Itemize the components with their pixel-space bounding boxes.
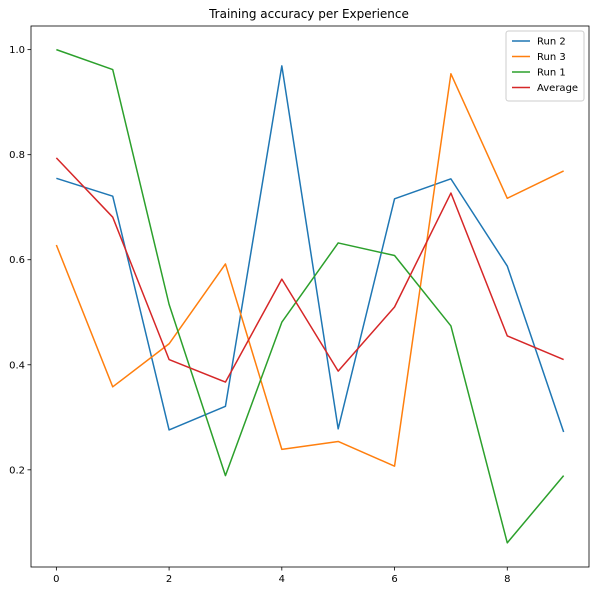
legend-label: Average <box>537 83 578 94</box>
series-line-run-1 <box>56 48 565 544</box>
series-line-average <box>55 157 564 383</box>
x-tick-label: 2 <box>166 574 172 585</box>
y-tick-label: 1.0 <box>9 45 25 56</box>
legend-label: Run 2 <box>537 37 566 48</box>
legend: Run 2 Run 3 Run 1 Average <box>505 30 585 102</box>
x-tick-label: 4 <box>279 574 285 585</box>
y-axis-ticks: 0.2 0.4 0.6 0.8 1.0 <box>9 45 31 476</box>
series-line-run-3 <box>55 73 564 467</box>
x-tick-label: 8 <box>504 574 510 585</box>
y-tick-label: 0.6 <box>9 255 25 266</box>
y-tick-label: 0.8 <box>9 150 25 161</box>
y-tick-label: 0.4 <box>9 360 25 371</box>
chart-title: Training accuracy per Experience <box>208 7 409 21</box>
x-axis-ticks: 0 2 4 6 8 <box>53 567 510 585</box>
x-tick-label: 6 <box>391 574 397 585</box>
legend-label: Run 3 <box>537 52 566 63</box>
series-lines <box>55 48 565 544</box>
plot-area <box>30 25 590 568</box>
legend-label: Run 1 <box>537 68 566 79</box>
legend-box <box>505 30 585 102</box>
series-line-run-2 <box>56 65 565 433</box>
x-tick-label: 0 <box>53 574 59 585</box>
plot-frame <box>30 25 590 568</box>
y-tick-label: 0.2 <box>9 465 25 476</box>
